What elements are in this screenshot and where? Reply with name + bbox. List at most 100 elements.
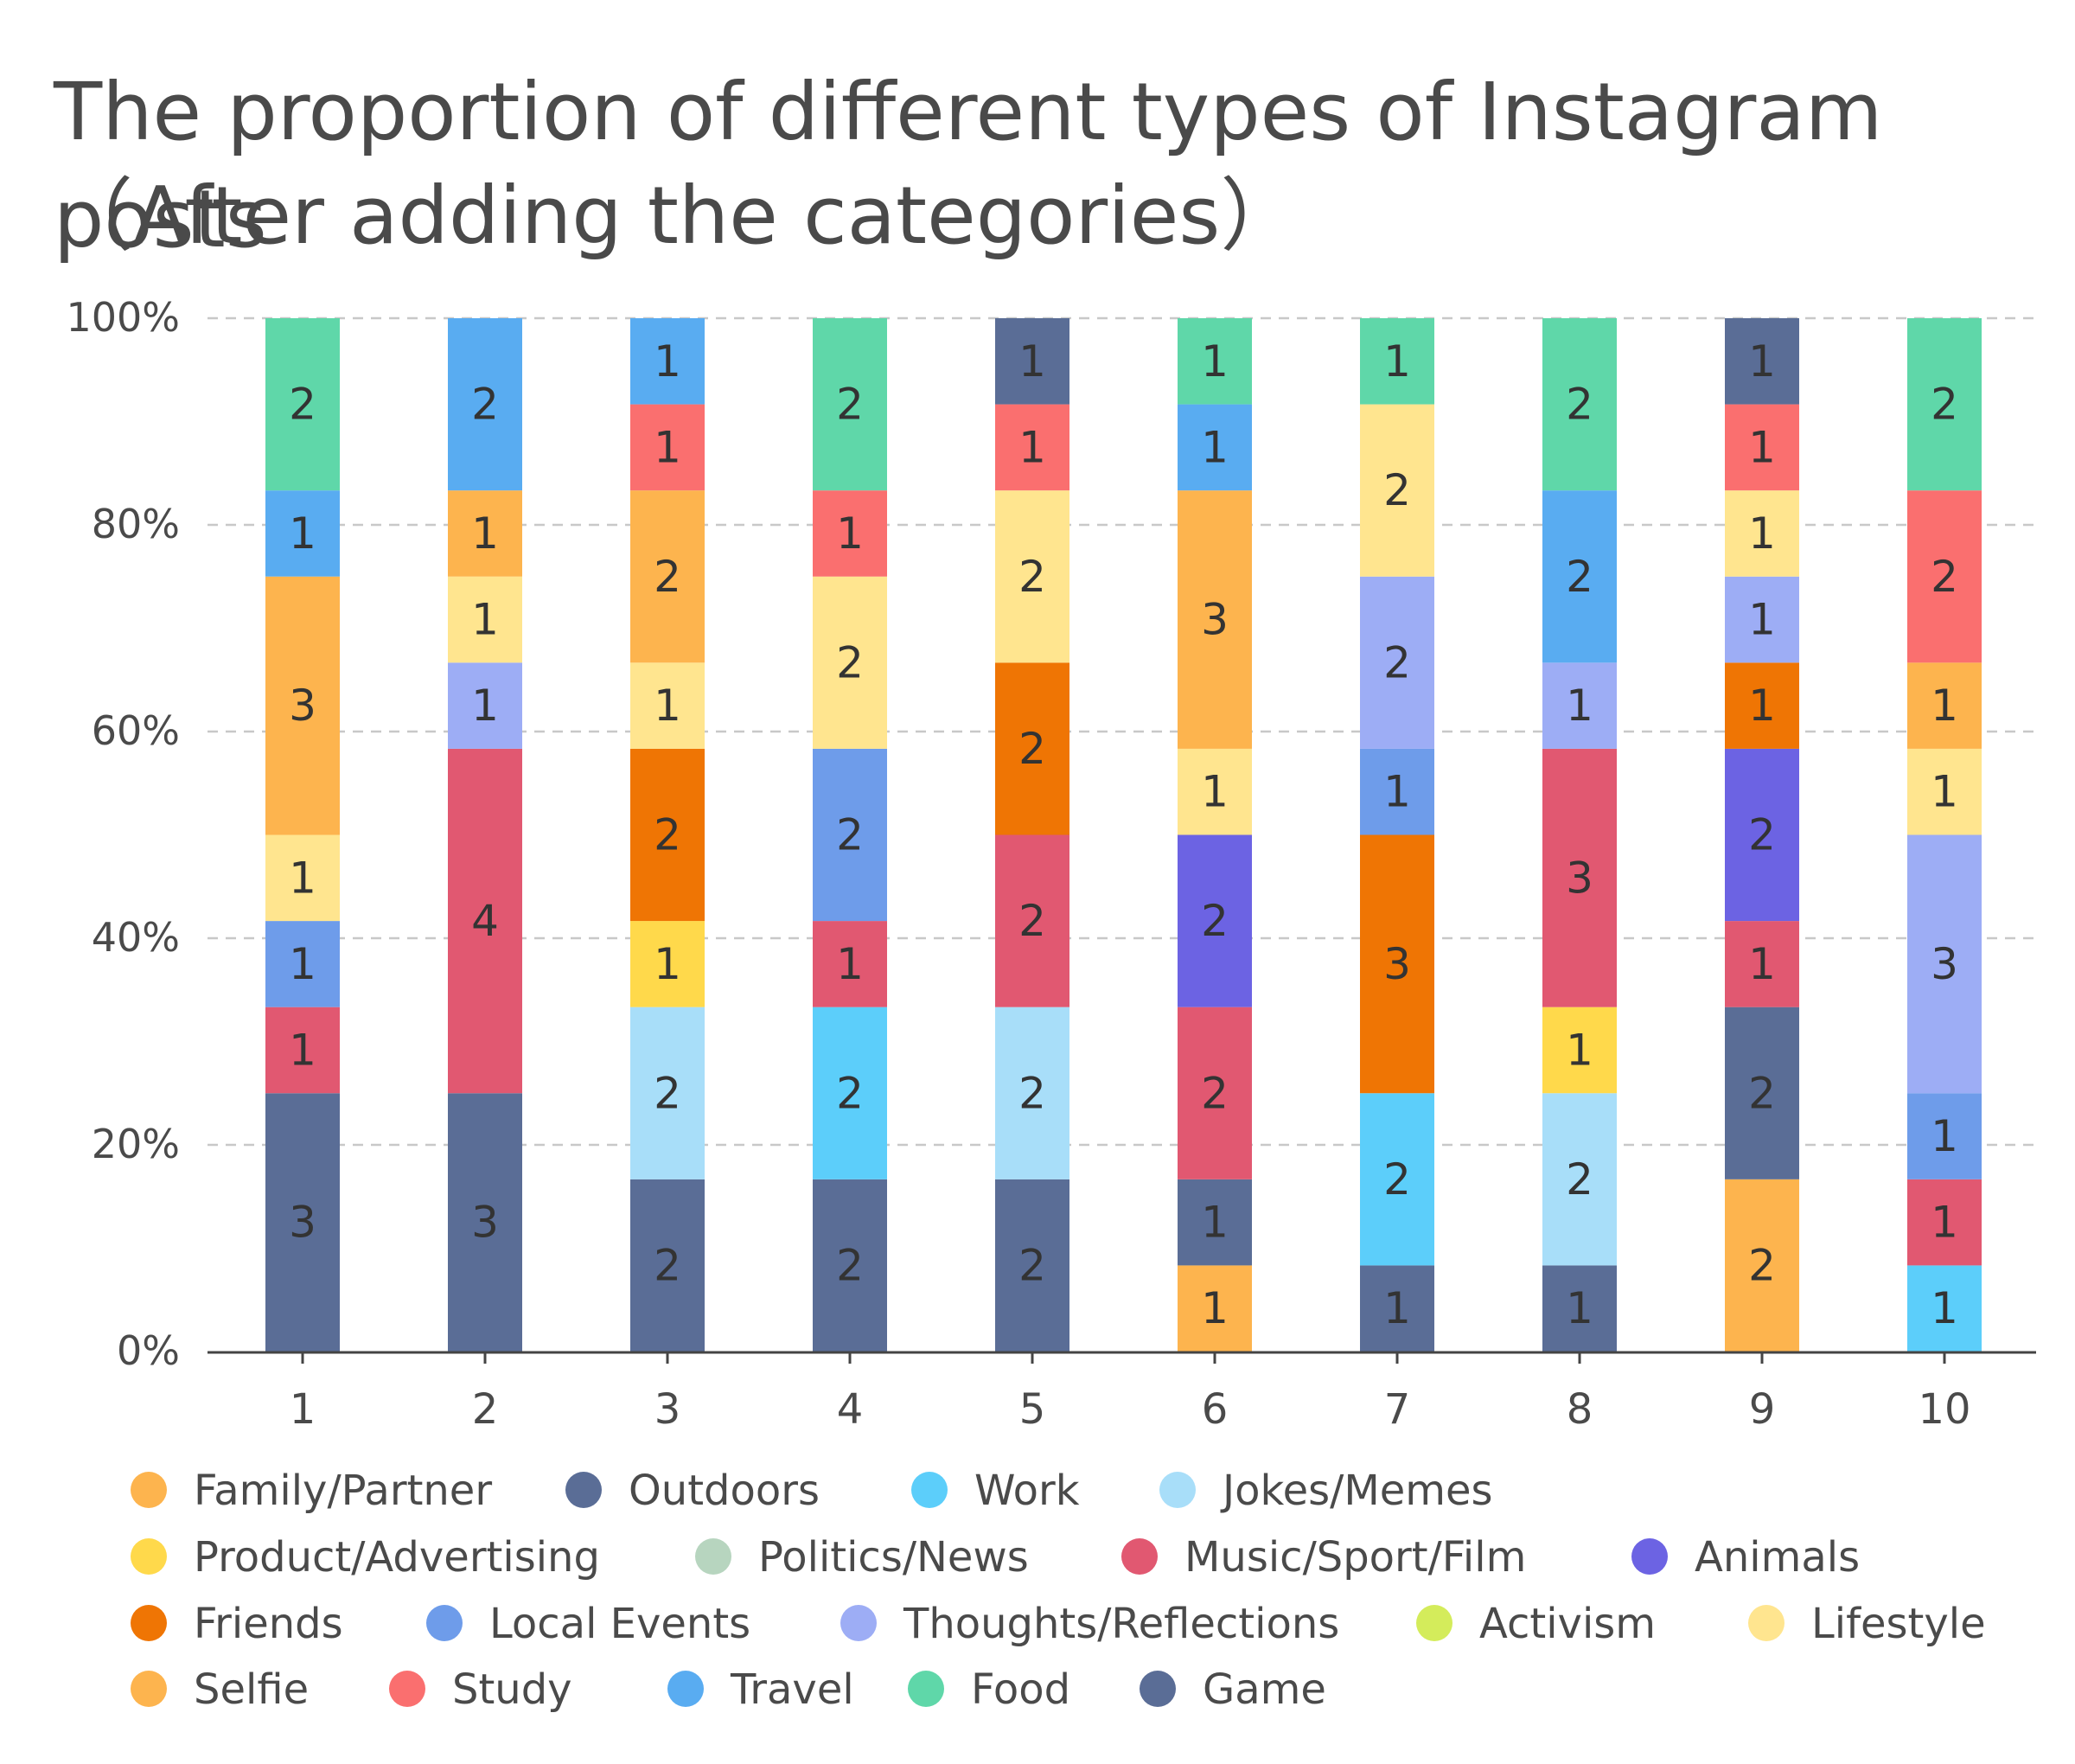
- bar-segment: [265, 490, 340, 577]
- data-label: 1: [1383, 1283, 1411, 1333]
- bar-segment: [813, 921, 887, 1007]
- legend-label: Game: [1203, 1665, 1326, 1714]
- bar-segment: [1178, 748, 1252, 835]
- data-label: 2: [1018, 724, 1046, 774]
- data-label: 2: [654, 1068, 681, 1118]
- bar-segment: [1725, 921, 1799, 1007]
- data-label: 1: [1383, 767, 1411, 817]
- data-label: 2: [1931, 380, 1958, 430]
- legend-label: Activism: [1479, 1600, 1656, 1648]
- data-label: 1: [1748, 336, 1776, 387]
- x-tick-label: 4: [837, 1385, 864, 1434]
- data-label: 2: [836, 1240, 864, 1290]
- bar-segment: [1178, 834, 1252, 1007]
- chart-subtitle: （After adding the categories）: [54, 169, 1300, 262]
- bar-segment: [265, 576, 340, 835]
- data-label: 2: [289, 380, 316, 430]
- legend-swatch: [1631, 1538, 1668, 1575]
- bar-segment: [1725, 1007, 1799, 1179]
- bar-segment: [1907, 1265, 1982, 1352]
- bar-segment: [630, 490, 705, 663]
- bar-segment: [1360, 1093, 1434, 1266]
- bar-segment: [1725, 490, 1799, 577]
- y-tick-label: 0%: [117, 1327, 180, 1374]
- data-label: 1: [1748, 939, 1776, 989]
- data-label: 1: [1748, 595, 1776, 645]
- data-label: 1: [1931, 681, 1958, 731]
- x-tick-label: 8: [1567, 1385, 1593, 1434]
- data-label: 2: [1566, 380, 1593, 430]
- bar-segment: [630, 921, 705, 1007]
- data-label: 1: [1931, 767, 1958, 817]
- data-label: 2: [1018, 1068, 1046, 1118]
- data-label: 2: [836, 380, 864, 430]
- bar-segment: [1725, 318, 1799, 405]
- bar-segment: [995, 318, 1069, 405]
- data-label: 2: [1018, 1240, 1046, 1290]
- bar-segment: [630, 1007, 705, 1179]
- x-tick-label: 9: [1749, 1385, 1776, 1434]
- legend-label: Politics/News: [758, 1533, 1029, 1582]
- bar-segment: [1360, 748, 1434, 835]
- bar-segment: [630, 1179, 705, 1352]
- legend-swatch: [1416, 1605, 1452, 1641]
- data-label: 1: [289, 939, 316, 989]
- bar-segment: [1907, 748, 1982, 835]
- bar-segment: [813, 1179, 887, 1352]
- bar-segment: [1178, 404, 1252, 491]
- bar-segment: [448, 662, 522, 749]
- bar-segment: [1907, 490, 1982, 663]
- legend-label: Food: [971, 1665, 1070, 1714]
- data-label: 4: [471, 896, 499, 946]
- legend-label: Local Events: [489, 1600, 750, 1648]
- bar-segment: [1360, 834, 1434, 1094]
- y-tick-label: 100%: [66, 294, 180, 341]
- bar-segment: [265, 834, 340, 922]
- legend-label: Lifestyle: [1811, 1600, 1986, 1648]
- bar-segment: [1542, 748, 1617, 1007]
- data-label: 2: [836, 810, 864, 860]
- bar-segment: [995, 490, 1069, 663]
- legend-label: Work: [974, 1467, 1080, 1515]
- bar-segment: [813, 576, 887, 749]
- bar-segment: [1542, 490, 1617, 663]
- bar-segment: [630, 318, 705, 405]
- bar-segment: [1725, 404, 1799, 491]
- bar-segment: [1907, 1179, 1982, 1266]
- data-label: 2: [1748, 810, 1776, 860]
- data-label: 2: [654, 552, 681, 602]
- x-tick-label: 7: [1384, 1385, 1411, 1434]
- bar-segment: [1178, 318, 1252, 405]
- legend-label: Thoughts/Reflections: [903, 1600, 1339, 1648]
- data-label: 2: [836, 1068, 864, 1118]
- bar-segment: [448, 748, 522, 1094]
- legend-label: Friends: [194, 1600, 343, 1648]
- data-label: 3: [1201, 595, 1229, 645]
- bar-segment: [1725, 576, 1799, 663]
- legend-swatch: [695, 1538, 731, 1575]
- data-label: 1: [836, 939, 864, 989]
- data-label: 1: [654, 336, 681, 387]
- bar-segment: [1178, 1265, 1252, 1352]
- data-label: 1: [1931, 1283, 1958, 1333]
- legend-label: Product/Advertising: [194, 1533, 600, 1582]
- legend-swatch: [1121, 1538, 1158, 1575]
- legend-label: Travel: [730, 1665, 854, 1714]
- x-tick-label: 10: [1918, 1385, 1970, 1434]
- legend-label: Family/Partner: [194, 1467, 492, 1515]
- bar-segment: [1178, 490, 1252, 749]
- legend-label: Jokes/Memes: [1220, 1467, 1493, 1515]
- legend-swatch: [426, 1605, 463, 1641]
- bar-segment: [1542, 1265, 1617, 1352]
- data-label: 1: [471, 508, 499, 559]
- legend-swatch: [131, 1605, 167, 1641]
- data-label: 1: [1566, 1283, 1593, 1333]
- data-label: 1: [471, 681, 499, 731]
- data-label: 2: [836, 637, 864, 687]
- data-label: 1: [654, 681, 681, 731]
- data-label: 1: [471, 595, 499, 645]
- y-tick-label: 80%: [92, 501, 180, 547]
- bar-segment: [630, 662, 705, 749]
- chart-title: The proportion of different types of Ins…: [54, 66, 1883, 265]
